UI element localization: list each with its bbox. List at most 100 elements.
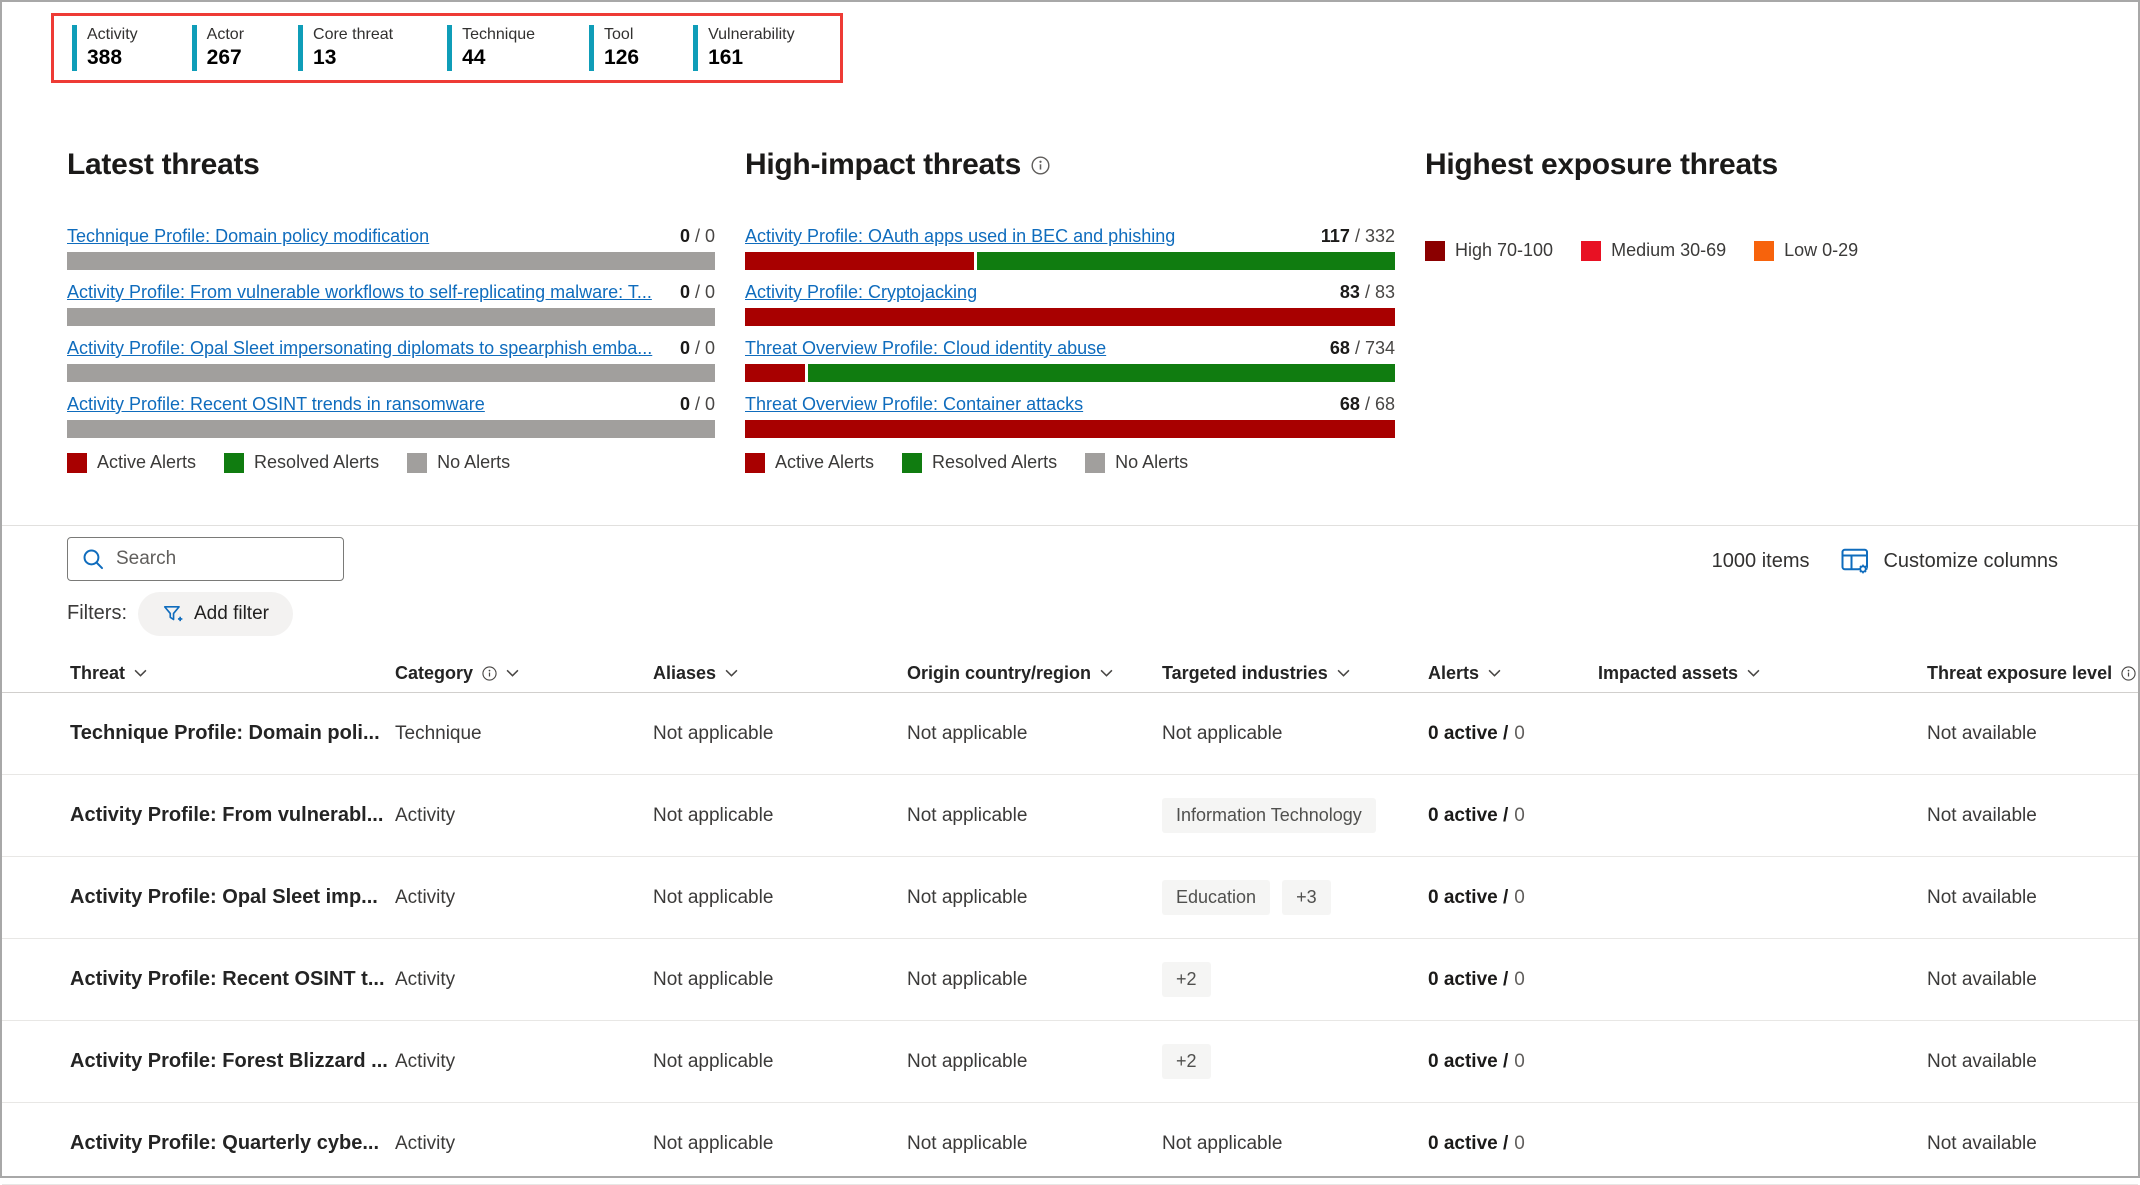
- exposure-legend: High 70-100 Medium 30-69 Low 0-29: [1425, 240, 2105, 261]
- table-row[interactable]: Activity Profile: Recent OSINT t... Acti…: [2, 939, 2138, 1021]
- exposure-cell: Not available: [1927, 1050, 2037, 1072]
- latest-threat-item: Activity Profile: From vulnerable workfl…: [67, 282, 715, 326]
- origin-cell: Not applicable: [907, 804, 1028, 826]
- header-impacted[interactable]: Impacted assets: [1598, 663, 1927, 684]
- table-row[interactable]: Technique Profile: Domain poli... Techni…: [2, 693, 2138, 775]
- alerts-cell: 0 active /0: [1428, 968, 1525, 990]
- aliases-cell: Not applicable: [653, 968, 774, 990]
- alert-bar: [745, 308, 1395, 326]
- alert-bar: [745, 252, 1395, 270]
- stat-vulnerability[interactable]: Vulnerability 161: [693, 24, 795, 72]
- threat-name[interactable]: Technique Profile: Domain poli...: [70, 722, 380, 744]
- table-row[interactable]: Activity Profile: Forest Blizzard ... Ac…: [2, 1021, 2138, 1103]
- active-alerts-swatch: [745, 452, 765, 473]
- threat-link[interactable]: Threat Overview Profile: Container attac…: [745, 394, 1084, 414]
- aliases-cell: Not applicable: [653, 1132, 774, 1154]
- origin-cell: Not applicable: [907, 722, 1028, 744]
- threats-table: Threat Category Aliases Origin country/r…: [2, 654, 2138, 1185]
- alert-bar: [745, 364, 1395, 382]
- industry-tag: Education: [1162, 880, 1271, 915]
- stat-activity[interactable]: Activity 388: [72, 24, 138, 72]
- stat-actor[interactable]: Actor 267: [191, 24, 245, 72]
- active-alerts-swatch: [67, 452, 87, 473]
- medium-exposure-swatch: [1581, 240, 1602, 261]
- table-row[interactable]: Activity Profile: Opal Sleet imp... Acti…: [2, 857, 2138, 939]
- header-alerts[interactable]: Alerts: [1428, 663, 1598, 684]
- threat-name[interactable]: Activity Profile: Opal Sleet imp...: [70, 886, 378, 908]
- alert-ratio: 117 / 332: [1320, 226, 1395, 246]
- header-origin[interactable]: Origin country/region: [907, 663, 1162, 684]
- aliases-cell: Not applicable: [653, 1050, 774, 1072]
- industry-tag: Information Technology: [1162, 798, 1376, 833]
- stat-value: 267: [206, 45, 242, 69]
- alert-bar: [67, 364, 715, 382]
- stat-label: Actor: [206, 25, 245, 43]
- category-cell: Activity: [395, 968, 456, 990]
- alerts-cell: 0 active /0: [1428, 804, 1525, 826]
- stat-value: 44: [462, 45, 486, 69]
- threat-link[interactable]: Activity Profile: Cryptojacking: [745, 282, 978, 302]
- no-alerts-swatch: [1085, 452, 1106, 473]
- exposure-cell: Not available: [1927, 804, 2037, 826]
- industries-cell: Not applicable: [1162, 1132, 1283, 1154]
- low-exposure-swatch: [1754, 240, 1775, 261]
- stat-label: Activity: [87, 25, 138, 43]
- highest-exposure-panel: Highest exposure threats High 70-100 Med…: [1425, 148, 2105, 261]
- customize-columns-button[interactable]: Customize columns: [1841, 547, 2058, 575]
- latest-threats-panel: Latest threats Technique Profile: Domain…: [67, 148, 715, 473]
- alert-ratio: 0 / 0: [679, 338, 715, 358]
- info-icon: [482, 665, 497, 681]
- threat-link[interactable]: Activity Profile: OAuth apps used in BEC…: [745, 226, 1176, 246]
- header-exposure[interactable]: Threat exposure level: [1927, 663, 2138, 684]
- customize-columns-icon: [1841, 547, 1871, 575]
- highest-exposure-title: Highest exposure threats: [1425, 148, 1778, 181]
- header-industries[interactable]: Targeted industries: [1162, 663, 1428, 684]
- high-exposure-swatch: [1425, 240, 1445, 261]
- header-aliases[interactable]: Aliases: [653, 663, 907, 684]
- industry-tag-more: +2: [1162, 962, 1211, 997]
- search-input[interactable]: [116, 548, 316, 570]
- alert-bar: [67, 308, 715, 326]
- industries-cell: Not applicable: [1162, 722, 1283, 744]
- threat-name[interactable]: Activity Profile: From vulnerabl...: [70, 804, 384, 826]
- table-row[interactable]: Activity Profile: From vulnerabl... Acti…: [2, 775, 2138, 857]
- add-filter-icon: [162, 603, 184, 625]
- add-filter-button[interactable]: Add filter: [138, 592, 293, 636]
- industries-cell: +2: [1162, 1044, 1428, 1079]
- industry-tag-more: +3: [1282, 880, 1331, 915]
- search-box[interactable]: [67, 537, 344, 581]
- threat-name[interactable]: Activity Profile: Recent OSINT t...: [70, 968, 385, 990]
- customize-columns-label: Customize columns: [1883, 549, 2058, 572]
- table-row[interactable]: Activity Profile: Quarterly cybe... Acti…: [2, 1103, 2138, 1185]
- chevron-down-icon: [134, 669, 147, 677]
- threat-link[interactable]: Threat Overview Profile: Cloud identity …: [745, 338, 1107, 358]
- latest-threats-title: Latest threats: [67, 148, 260, 181]
- section-divider: [2, 525, 2138, 526]
- header-threat[interactable]: Threat: [70, 663, 395, 684]
- threat-name[interactable]: Activity Profile: Forest Blizzard ...: [70, 1050, 388, 1072]
- threat-link[interactable]: Technique Profile: Domain policy modific…: [67, 226, 430, 246]
- info-icon: [2121, 665, 2136, 681]
- threat-link[interactable]: Activity Profile: Recent OSINT trends in…: [67, 394, 485, 414]
- search-icon: [82, 548, 104, 570]
- info-icon[interactable]: [1031, 155, 1050, 175]
- high-impact-title: High-impact threats: [745, 148, 1395, 182]
- category-cell: Activity: [395, 804, 456, 826]
- stat-tool[interactable]: Tool 126: [589, 24, 640, 72]
- category-cell: Activity: [395, 1050, 456, 1072]
- stat-value: 126: [604, 45, 640, 69]
- threat-link[interactable]: Activity Profile: Opal Sleet impersonati…: [67, 338, 653, 358]
- threat-name[interactable]: Activity Profile: Quarterly cybe...: [70, 1132, 379, 1154]
- stat-technique[interactable]: Technique 44: [447, 24, 535, 72]
- no-alerts-swatch: [407, 452, 428, 473]
- stat-core-threat[interactable]: Core threat 13: [298, 24, 393, 72]
- threat-link[interactable]: Activity Profile: From vulnerable workfl…: [67, 282, 652, 302]
- category-cell: Activity: [395, 886, 456, 908]
- exposure-cell: Not available: [1927, 968, 2037, 990]
- stat-value: 161: [708, 45, 744, 69]
- alerts-legend: Active Alerts Resolved Alerts No Alerts: [67, 452, 715, 473]
- aliases-cell: Not applicable: [653, 886, 774, 908]
- alert-ratio: 68 / 68: [1339, 394, 1395, 414]
- chevron-down-icon: [725, 669, 738, 677]
- header-category[interactable]: Category: [395, 663, 653, 684]
